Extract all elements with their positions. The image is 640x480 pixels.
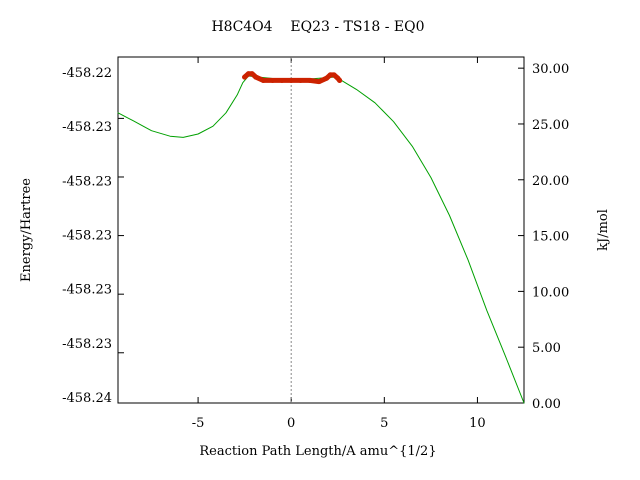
left-y-axis: -458.22 -458.23 -458.23 -458.23 -458.23 -458.… <box>62 66 124 406</box>
right-tick-label: 5.00 <box>532 341 561 356</box>
left-tick-label: -458.23 <box>62 120 112 135</box>
x-tick-label: 10 <box>469 416 486 431</box>
ts-region-point <box>249 71 255 77</box>
left-tick-label: -458.23 <box>62 229 112 244</box>
energy-profile-line <box>117 75 525 404</box>
ts-region-point <box>337 77 343 83</box>
ts-region-point <box>327 72 333 78</box>
x-tick-label: 0 <box>287 416 295 431</box>
ts-region-point <box>316 79 322 85</box>
right-tick-label: 30.00 <box>532 62 569 77</box>
right-tick-label: 15.00 <box>532 230 569 245</box>
ts-region-point <box>242 74 248 80</box>
ts-region-point <box>288 77 294 83</box>
ts-region-point <box>279 77 285 83</box>
right-tick-label: 20.00 <box>532 174 569 189</box>
plot-area <box>117 56 525 404</box>
left-tick-label: -458.23 <box>62 283 112 298</box>
x-axis: -5 0 5 10 <box>192 57 486 431</box>
left-tick-label: -458.23 <box>62 337 112 352</box>
ts-region-point <box>307 77 313 83</box>
right-y-axis: 0.00 5.00 10.00 15.00 20.00 25.00 30.00 <box>518 62 569 412</box>
x-tick-label: -5 <box>192 416 205 431</box>
ts-region-point <box>331 72 337 78</box>
left-tick-label: -458.24 <box>62 391 112 406</box>
left-y-axis-label: Energy/Hartree <box>19 178 34 282</box>
x-axis-label: Reaction Path Length/A amu^{1/2} <box>199 444 436 459</box>
ts-region-point <box>298 77 304 83</box>
right-tick-label: 25.00 <box>532 118 569 133</box>
ts-region-point <box>245 71 251 77</box>
ts-region-point <box>270 77 276 83</box>
x-tick-label: 5 <box>380 416 388 431</box>
left-tick-label: -458.22 <box>62 66 112 81</box>
series-group <box>117 71 525 404</box>
right-tick-label: 10.00 <box>532 285 569 300</box>
chart-title: H8C4O4 EQ23 - TS18 - EQ0 <box>211 19 424 35</box>
right-tick-label: 0.00 <box>532 397 561 412</box>
ts-region-point <box>253 74 259 80</box>
right-y-axis-label: kJ/mol <box>596 209 611 251</box>
left-tick-label: -458.23 <box>62 174 112 189</box>
ts-region-point <box>260 77 266 83</box>
ts-region-point <box>324 75 330 81</box>
